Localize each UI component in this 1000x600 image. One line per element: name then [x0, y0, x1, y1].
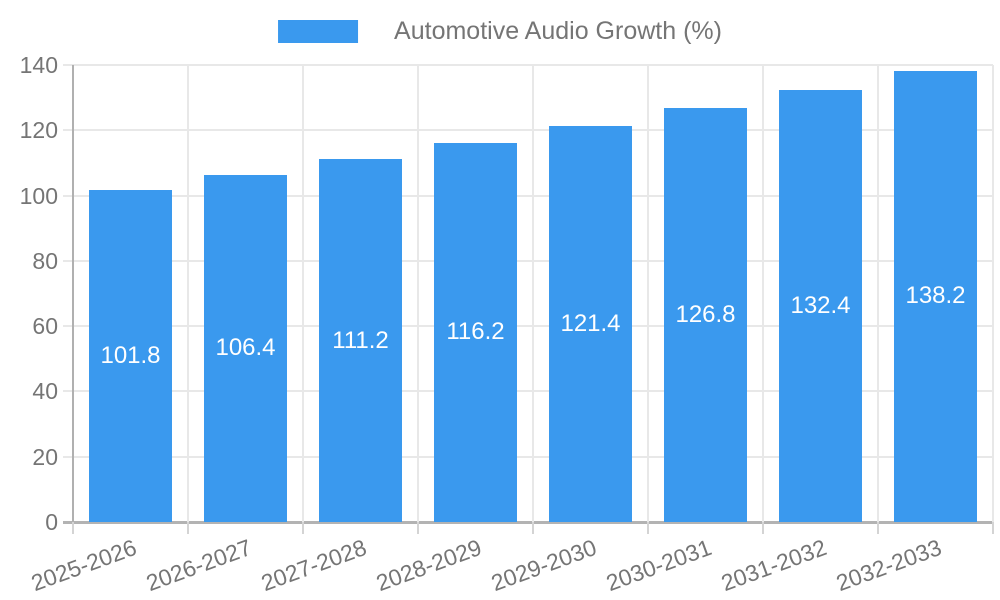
x-axis-tick	[187, 522, 189, 534]
x-gridline	[877, 65, 879, 522]
x-axis-tick	[417, 522, 419, 534]
y-axis-tick-label: 0	[45, 509, 58, 535]
y-gridline	[63, 129, 993, 131]
x-axis-baseline	[63, 521, 993, 524]
x-axis-tick	[532, 522, 534, 534]
x-axis-tick	[877, 522, 879, 534]
y-gridline	[63, 260, 993, 262]
x-axis-tick	[762, 522, 764, 534]
legend-label: Automotive Audio Growth (%)	[394, 17, 722, 45]
x-gridline	[532, 65, 534, 522]
y-gridline	[63, 325, 993, 327]
x-axis-tick	[647, 522, 649, 534]
legend-item[interactable]: Automotive Audio Growth (%)	[278, 17, 722, 46]
bar[interactable]	[549, 126, 632, 522]
y-axis-tick-label: 20	[32, 444, 58, 470]
x-axis-tick	[72, 522, 74, 534]
bar[interactable]	[779, 90, 862, 522]
bar[interactable]	[894, 71, 977, 522]
y-axis-tick-label: 80	[32, 248, 58, 274]
y-axis-tick-label: 60	[32, 313, 58, 339]
x-gridline	[187, 65, 189, 522]
bar[interactable]	[664, 108, 747, 522]
bar[interactable]	[89, 190, 172, 522]
y-axis-tick-label: 140	[19, 52, 58, 78]
y-axis-tick-label: 100	[19, 183, 58, 209]
x-gridline	[762, 65, 764, 522]
x-gridline	[417, 65, 419, 522]
y-axis-tick-label: 40	[32, 378, 58, 404]
y-gridline	[63, 195, 993, 197]
bar[interactable]	[319, 159, 402, 522]
bar[interactable]	[434, 143, 517, 522]
bar[interactable]	[204, 175, 287, 522]
legend-swatch	[278, 20, 359, 43]
y-gridline	[63, 64, 993, 66]
x-axis-tick	[992, 522, 994, 534]
y-axis-line	[72, 65, 74, 522]
x-gridline	[992, 65, 994, 522]
x-axis-tick	[302, 522, 304, 534]
x-gridline	[647, 65, 649, 522]
y-gridline	[63, 390, 993, 392]
y-axis-tick-label: 120	[19, 117, 58, 143]
y-gridline	[63, 456, 993, 458]
x-gridline	[302, 65, 304, 522]
